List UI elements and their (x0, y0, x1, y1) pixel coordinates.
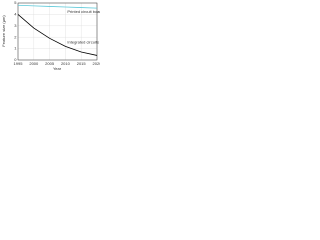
series-line (17, 4, 98, 9)
y-tick-label: 5 (14, 0, 17, 5)
y-tick-label: 2 (14, 34, 17, 39)
x-tick-label: 2005 (45, 61, 55, 66)
y-tick-label: 4 (14, 11, 17, 16)
x-tick-label: 2015 (77, 61, 87, 66)
x-axis-label: Year (53, 66, 62, 71)
x-tick-label: 2020 (93, 61, 100, 66)
y-tick-label: 3 (14, 23, 17, 28)
x-tick-label: 2010 (61, 61, 71, 66)
series-line (17, 14, 98, 56)
chart: Feature size (µm) Year 0 1 2 3 4 5 1995 2000 200… (1, 0, 100, 71)
x-tick-label: 2000 (29, 61, 39, 66)
series-label: Integrated circuits (67, 39, 99, 44)
y-axis-label: Feature size (µm) (1, 15, 6, 47)
y-tick-label: 1 (14, 46, 17, 51)
series-label: Printed circuit boards (67, 9, 100, 14)
y-tick-label: 0 (14, 57, 17, 62)
x-tick-label: 1995 (14, 61, 24, 66)
plot-frame (17, 2, 98, 61)
